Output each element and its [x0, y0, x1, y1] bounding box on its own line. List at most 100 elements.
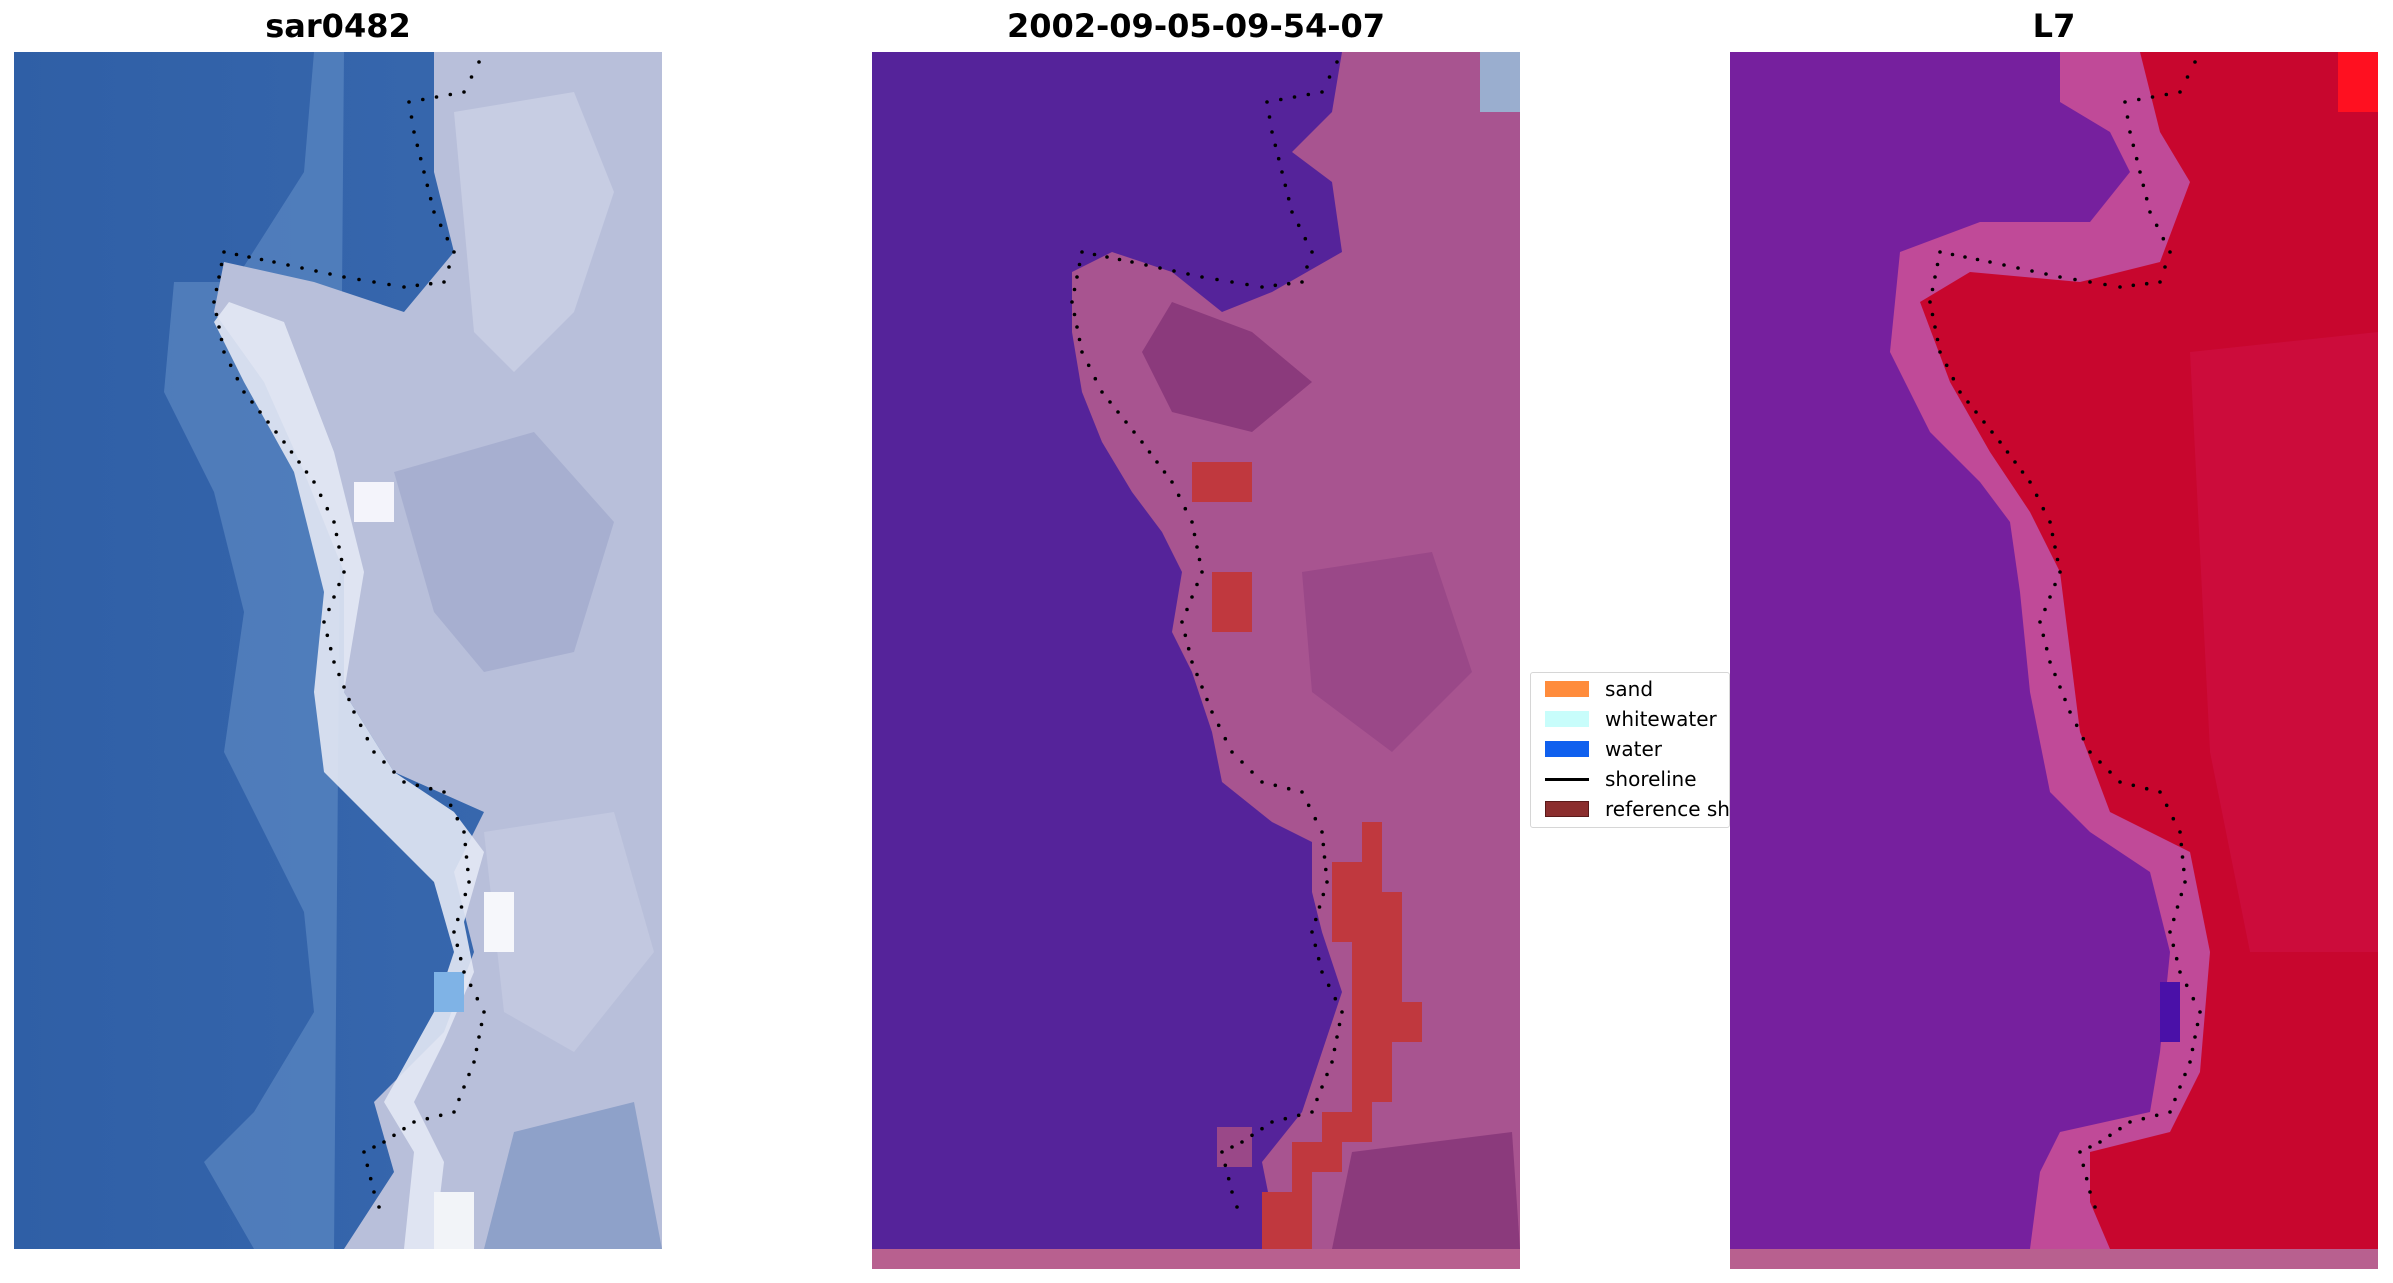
shoreline-dot: [2168, 250, 2172, 254]
shoreline-dot: [1320, 1085, 1324, 1089]
shoreline-dot: [1340, 1010, 1344, 1014]
shoreline-dot: [1105, 255, 1109, 259]
shoreline-dot: [474, 1047, 479, 1052]
shoreline-dot: [332, 520, 336, 524]
shoreline-dot: [1317, 905, 1322, 909]
shoreline-dot: [282, 440, 286, 444]
shoreline-dot: [464, 855, 469, 859]
shoreline-dot: [428, 786, 433, 791]
shoreline-dot: [2053, 582, 2057, 587]
shoreline-dot: [448, 803, 453, 808]
shoreline-dot: [2175, 905, 2180, 909]
shoreline-dot: [2198, 1010, 2202, 1014]
shoreline-dot: [1092, 252, 1097, 257]
shoreline-dot: [2123, 100, 2127, 104]
shoreline-dot: [448, 92, 453, 97]
shoreline-dot: [1200, 685, 1204, 689]
shoreline-dot: [289, 450, 294, 454]
shoreline-dot: [1215, 277, 1219, 282]
shoreline-dot: [342, 570, 346, 574]
shoreline-dot: [1132, 430, 1136, 434]
shoreline-dot: [1195, 582, 1199, 587]
shoreline-dot: [219, 262, 224, 267]
shoreline-dot: [402, 1126, 406, 1131]
shoreline-dot: [1197, 557, 1202, 562]
shoreline-dot: [382, 1140, 386, 1144]
shoreline-dot: [1335, 60, 1339, 64]
shoreline-dot: [1072, 287, 1077, 292]
shoreline-dot: [2034, 493, 2039, 498]
shoreline-dot: [438, 1113, 443, 1118]
shoreline-dot: [1990, 430, 1994, 434]
shoreline-dot: [314, 269, 318, 273]
shoreline-dot: [2081, 1163, 2086, 1168]
shoreline-dot: [1286, 786, 1291, 791]
shoreline-dot: [1075, 325, 1079, 329]
shoreline-dot: [2148, 210, 2152, 214]
shoreline-dot: [247, 255, 251, 259]
panel-title-index: L7: [2032, 7, 2076, 45]
shoreline-dot: [2058, 685, 2062, 689]
shoreline-dot: [1988, 260, 1992, 264]
shoreline-dot: [342, 275, 346, 279]
shoreline-dot: [342, 685, 346, 689]
shoreline-dot: [1200, 570, 1204, 574]
shoreline-dot: [1210, 710, 1214, 714]
legend-item-sand: sand: [1539, 675, 1729, 703]
shoreline-dot: [1265, 100, 1269, 104]
shoreline-dot: [2184, 983, 2189, 988]
shoreline-dot: [372, 1190, 376, 1194]
shoreline-dot: [1306, 92, 1311, 97]
shoreline-dot: [2131, 283, 2136, 288]
shoreline-dot: [475, 996, 480, 1001]
shoreline-dot: [1170, 480, 1174, 484]
shoreline-dot: [407, 100, 411, 104]
shoreline-dot: [1086, 363, 1091, 368]
shoreline-dot: [2103, 282, 2107, 287]
shoreline-dot: [442, 280, 446, 284]
shoreline-dot: [2154, 223, 2159, 228]
legend-label: shoreline: [1605, 767, 1697, 791]
shoreline-dot: [2141, 1116, 2146, 1121]
shoreline-dot: [1935, 262, 1940, 267]
shoreline-dot: [462, 1085, 466, 1089]
shoreline-dot: [327, 607, 331, 612]
shoreline-dot: [1183, 506, 1188, 511]
shoreline-dot: [1286, 196, 1291, 201]
shoreline-dot: [372, 280, 376, 284]
shoreline-dot: [2016, 266, 2020, 270]
shoreline-dot: [2144, 786, 2149, 791]
shoreline-dot: [217, 325, 221, 329]
shoreline-dot: [1296, 223, 1301, 228]
shoreline-dot: [2055, 557, 2060, 562]
shoreline-dot: [234, 252, 239, 257]
shoreline-dot: [358, 723, 363, 728]
shoreline-dot: [2074, 723, 2079, 728]
shoreline-dot: [235, 376, 240, 381]
shoreline-dot: [2043, 607, 2047, 612]
shoreline-dot: [1321, 892, 1326, 897]
shoreline-dot: [1279, 97, 1283, 102]
legend-label: whitewater: [1605, 707, 1717, 731]
shoreline-dot: [456, 917, 460, 922]
shoreline-dot: [337, 672, 341, 677]
legend: sand whitewater water shoreline referenc…: [1530, 672, 1730, 828]
shoreline-dot: [2081, 736, 2086, 741]
shoreline-dot: [2063, 697, 2067, 702]
shoreline-dot: [421, 97, 425, 102]
shoreline-dot: [1070, 300, 1074, 304]
shoreline-dot: [1223, 1163, 1228, 1168]
shoreline-dot: [214, 287, 219, 292]
shoreline-dot: [2178, 1085, 2182, 1089]
shoreline-dot: [259, 257, 264, 262]
whitewater-swatch: [1545, 711, 1589, 727]
shoreline-dot: [1944, 363, 1949, 368]
shoreline-dot: [1130, 260, 1134, 264]
shoreline-dot: [1183, 633, 1188, 638]
shoreline-dot: [1315, 1097, 1319, 1102]
shoreline-dot: [425, 1116, 430, 1121]
shoreline-dot: [1930, 312, 1935, 317]
shoreline-dot: [1322, 855, 1327, 859]
shoreline-dot: [1226, 1176, 1231, 1181]
shoreline-dot: [1186, 646, 1191, 651]
